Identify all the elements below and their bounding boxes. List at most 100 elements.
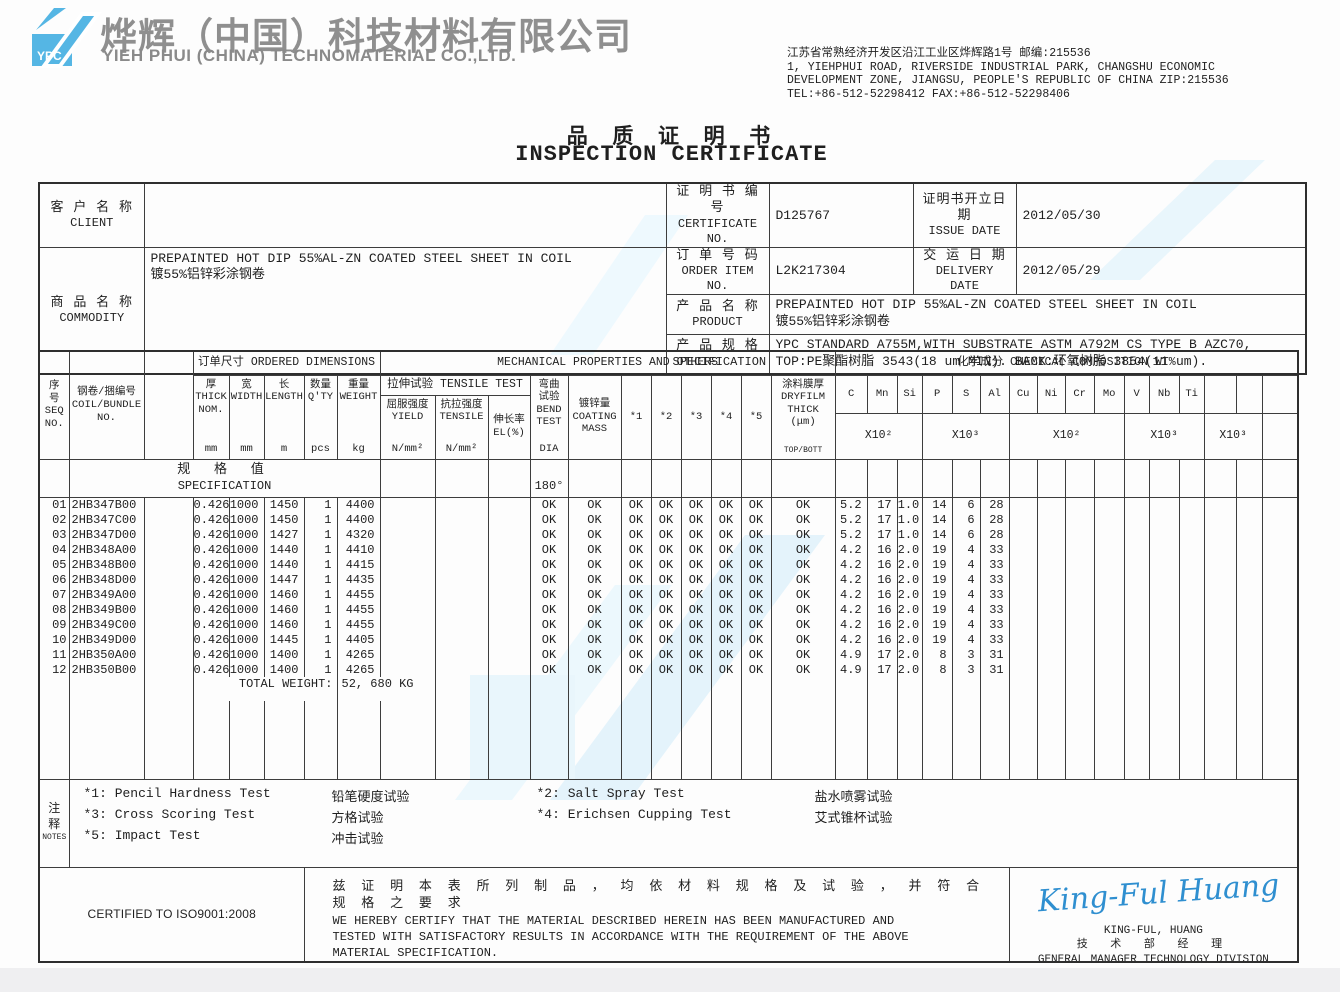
cell [434, 602, 489, 617]
cell: 1000 [228, 542, 265, 557]
cell: OK [680, 497, 712, 512]
cell: OK [529, 497, 569, 512]
cell [1261, 572, 1299, 587]
cell: OK [710, 527, 742, 542]
cell: OK [567, 662, 622, 677]
cell: 0.426 [192, 497, 230, 512]
cell [434, 677, 489, 701]
cell: 4.2 [834, 542, 868, 557]
cell [1064, 459, 1095, 498]
cell [336, 701, 381, 779]
col-yield: 屈服强度 YIELD N/mm² [379, 394, 436, 460]
cell [1261, 677, 1299, 701]
col-seq: 序号 SEQ NO. [38, 350, 70, 460]
cell: OK [740, 572, 772, 587]
cell: OK [567, 602, 622, 617]
cell: 19 [921, 617, 953, 632]
col-element-ti: Ti [1178, 374, 1205, 414]
col-element-si: Si [896, 374, 923, 414]
cell: OK [680, 662, 712, 677]
cell: 1427 [263, 527, 305, 542]
note-item-en: *3: Cross Scoring Test [83, 806, 256, 822]
signer-name: KING-FUL, HUANG [1103, 924, 1203, 937]
cell [1178, 587, 1205, 602]
cell: 4.2 [834, 602, 868, 617]
cell [1203, 647, 1237, 662]
cell: OK [680, 527, 712, 542]
cell: OK [710, 542, 742, 557]
cell: 1 [303, 617, 338, 632]
col-element-s: S [951, 374, 981, 414]
cell: 4455 [336, 587, 381, 602]
cell [487, 662, 531, 677]
cell: OK [567, 647, 622, 662]
cell: 3 [951, 662, 981, 677]
notes-content: *1: Pencil Hardness Test 铅笔硬度试验 *2: Salt S… [68, 778, 1299, 868]
cell [1148, 677, 1180, 701]
cell [1148, 459, 1180, 498]
signer-title-cn: 技 术 部 经 理 [1076, 939, 1231, 952]
cell [487, 459, 531, 498]
cell [38, 459, 70, 498]
cell: OK [620, 527, 652, 542]
cell [1178, 632, 1205, 647]
cell [1261, 459, 1299, 498]
cell: OK [529, 542, 569, 557]
cell: OK [680, 617, 712, 632]
cell [1064, 677, 1095, 701]
cell: 09 [38, 617, 70, 632]
cell: 16 [866, 617, 898, 632]
cell [487, 632, 531, 647]
cell [1178, 572, 1205, 587]
cell [1178, 557, 1205, 572]
cell [1093, 557, 1125, 572]
cell: 1000 [228, 512, 265, 527]
cell: 4265 [336, 647, 381, 662]
cell [487, 542, 531, 557]
cell [1235, 617, 1263, 632]
cell [1064, 542, 1095, 557]
cell: 4410 [336, 542, 381, 557]
col-element-al: Al [979, 374, 1010, 414]
group-chemical: 化学成分 CHEMICAL COMPOSITION WT% [834, 350, 1299, 376]
cell: 1000 [228, 617, 265, 632]
note-item-en: *5: Impact Test [83, 827, 201, 843]
cell [1093, 677, 1125, 701]
cell [487, 587, 531, 602]
cell [1178, 497, 1205, 512]
cell: OK [567, 542, 622, 557]
cell: 1 [303, 647, 338, 662]
multiplier-4: X10³ [1123, 412, 1205, 460]
cell: 1400 [263, 662, 305, 677]
cell: 5.2 [834, 497, 868, 512]
cell [1203, 497, 1237, 512]
col-element-ni: Ni [1036, 374, 1066, 414]
cell: 8 [921, 647, 953, 662]
cell [1178, 512, 1205, 527]
cell [143, 617, 194, 632]
group-mechanical: MECHANICAL PROPERTIES AND OTHERS [379, 350, 836, 376]
cell [1093, 542, 1125, 557]
cell: 33 [979, 542, 1010, 557]
issue-date-label: 证明书开立日期 ISSUE DATE [912, 182, 1017, 248]
cell [1008, 701, 1038, 779]
cell [379, 662, 436, 677]
cell: 2HB348B00 [68, 557, 145, 572]
cell: 0.426 [192, 572, 230, 587]
empty-row [38, 701, 1299, 779]
cell [1123, 617, 1150, 632]
cell: OK [567, 512, 622, 527]
cell [1261, 557, 1299, 572]
cell [1093, 647, 1125, 662]
col-element-mn: Mn [866, 374, 898, 414]
table-row: 06 2HB348D00 0.426 1000 1447 1 4435 OK OK OK OK OK O… [38, 572, 1299, 587]
cell [1178, 701, 1205, 779]
cell: 17 [866, 662, 898, 677]
cell: OK [680, 602, 712, 617]
cell: 2HB350A00 [68, 647, 145, 662]
cell [1093, 602, 1125, 617]
cell: OK [710, 557, 742, 572]
cell: OK [529, 557, 569, 572]
cell [1008, 542, 1038, 557]
cell [192, 701, 230, 779]
